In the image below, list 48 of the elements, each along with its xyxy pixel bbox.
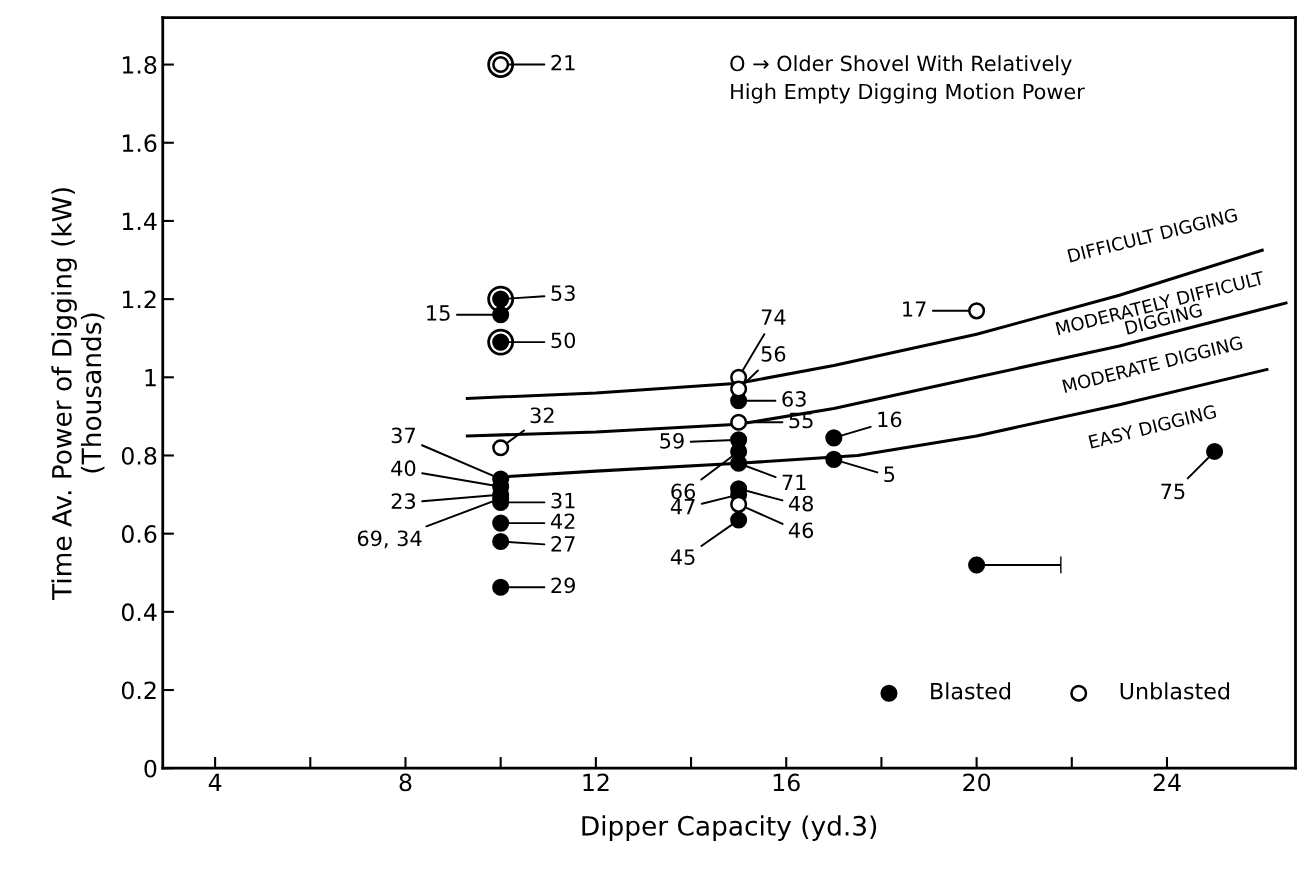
y-tick-label: 0 (144, 759, 157, 778)
annotation: 21 (551, 54, 575, 71)
annotation: 48 (788, 495, 813, 512)
annotation: 23 (391, 493, 416, 509)
annotation: 56 (761, 345, 786, 362)
y-tick-label: 1.6 (122, 134, 157, 153)
annotation: 17 (903, 301, 926, 317)
x-tick-label: 20 (963, 773, 991, 792)
annotation: 31 (551, 492, 575, 509)
annotation: 27 (551, 535, 575, 552)
annotation: 5 (884, 466, 895, 483)
annotation: 29 (551, 577, 575, 594)
x-tick-label: 8 (399, 773, 412, 792)
annotation: 16 (878, 411, 902, 428)
annotation: 63 (782, 391, 806, 407)
x-tick-label: 24 (1153, 773, 1181, 792)
y-tick-label: 1 (145, 369, 156, 387)
annotation: 47 (670, 499, 695, 515)
legend-label: Unblasted (1120, 682, 1230, 700)
annotation: 40 (391, 460, 416, 477)
annotation: 69, 34 (357, 530, 422, 549)
annotation: 15 (427, 305, 450, 321)
y-tick-label: 1.2 (122, 290, 156, 309)
y-axis-title: Time Av. Power of Digging (kW) (Thousands) (51, 188, 105, 601)
y-tick-label: 0.4 (121, 603, 157, 622)
annotation: 45 (670, 549, 695, 565)
legend-label: Blasted (931, 682, 1011, 700)
annotation: 46 (788, 522, 814, 539)
y-tick-label: 0.8 (121, 446, 157, 465)
x-axis-title: Dipper Capacity (yd.3) (582, 815, 877, 841)
x-tick-label: 12 (583, 773, 609, 792)
annotation: O → Older Shovel With Relatively High Empty Digging Motion Power (730, 55, 1085, 104)
annotation: 53 (551, 285, 575, 301)
y-tick-label: 0.6 (121, 525, 157, 543)
annotation: 75 (1161, 483, 1185, 500)
annotation: 74 (761, 309, 786, 325)
annotation: 50 (551, 332, 576, 349)
annotation: 42 (550, 513, 575, 529)
annotation: 37 (391, 427, 415, 444)
y-tick-label: 0.2 (121, 681, 156, 700)
x-tick-label: 16 (773, 773, 800, 792)
annotation: 32 (530, 407, 554, 424)
annotation: 66 (671, 483, 696, 500)
annotation: 59 (660, 432, 684, 449)
annotation: 71 (782, 474, 806, 490)
y-tick-label: 1.4 (122, 212, 157, 230)
y-tick-label: 1.8 (122, 56, 157, 74)
x-tick-label: 4 (208, 773, 222, 792)
